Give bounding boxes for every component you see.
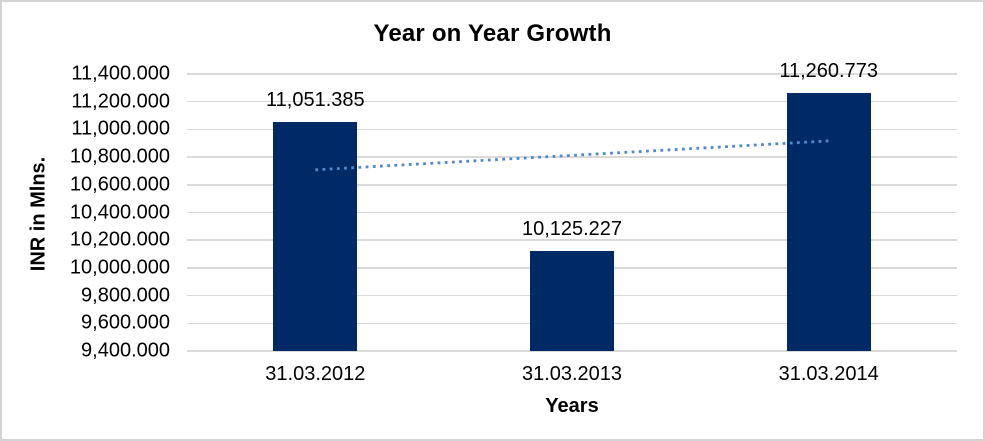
- x-tick-label: 31.03.2012: [265, 363, 366, 385]
- y-tick-label: 10,000.000: [69, 256, 170, 279]
- gridline: [187, 239, 957, 241]
- x-tick-label: 31.03.2013: [521, 363, 623, 385]
- gridline: [187, 350, 957, 352]
- bar-31.03.2013: [530, 250, 614, 351]
- x-tick-label: 31.03.2014: [778, 363, 879, 385]
- y-tick-label: 10,800.000: [69, 145, 170, 168]
- y-tick-label: 11,200.000: [71, 90, 170, 113]
- x-axis-tick-labels: 31.03.2012 31.03.2013 31.03.2014: [187, 351, 957, 391]
- y-tick-label: 11,400.000: [71, 62, 170, 85]
- bar-31.03.2014: [786, 93, 871, 351]
- plot-area: 11,051.385 10,125.227 11,260.773: [187, 60, 957, 352]
- gridline: [187, 100, 957, 103]
- gridline: [187, 73, 957, 75]
- data-label: 11,260.773: [779, 60, 878, 83]
- y-tick-label: 9,600.000: [81, 311, 170, 334]
- gridline: [187, 184, 957, 186]
- y-tick-label: 10,600.000: [69, 173, 170, 196]
- y-tick-label: 10,400.000: [69, 201, 170, 223]
- data-label: 11,051.385: [266, 89, 365, 112]
- bar-31.03.2012: [273, 122, 358, 351]
- y-tick-label: 10,200.000: [69, 228, 170, 251]
- x-axis-title: Years: [545, 395, 599, 417]
- y-axis-tick-labels: 11,400.000 11,200.000 11,000.000 10,800.000…: [2, 63, 170, 362]
- chart-title: Year on Year Growth: [373, 20, 612, 47]
- gridline: [187, 211, 957, 214]
- y-tick-label: 9,400.000: [81, 339, 170, 362]
- y-tick-label: 11,000.000: [71, 117, 170, 140]
- gridline: [187, 128, 957, 131]
- gridline: [187, 156, 957, 158]
- y-tick-label: 9,800.000: [81, 284, 170, 307]
- data-label: 10,125.227: [521, 217, 623, 240]
- trendline: [315, 139, 829, 172]
